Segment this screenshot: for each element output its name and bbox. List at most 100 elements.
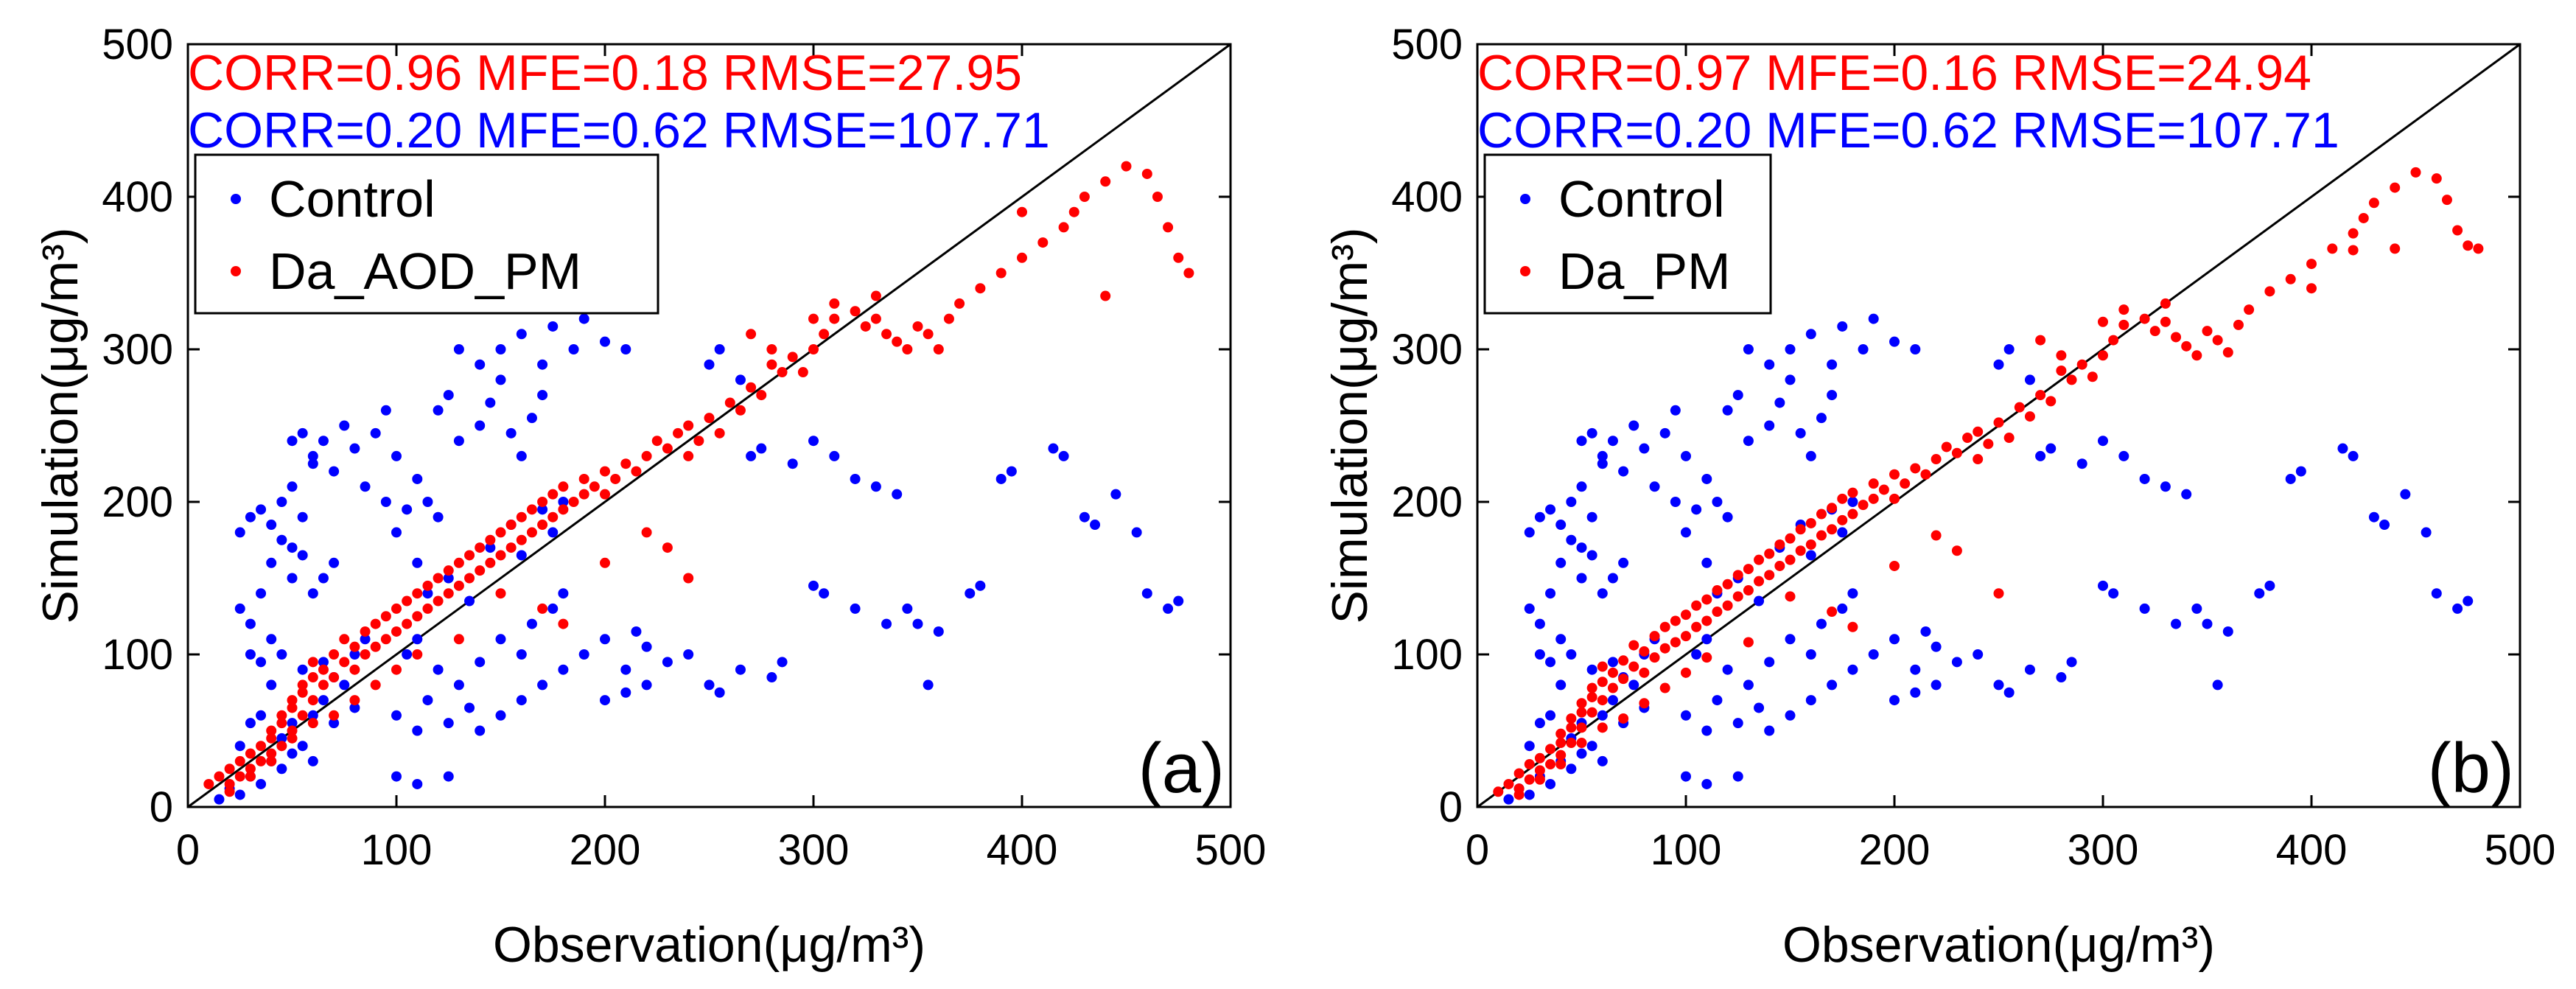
data-point — [1659, 682, 1670, 693]
data-point — [1566, 738, 1577, 749]
data-point — [245, 718, 256, 729]
data-point — [297, 679, 308, 691]
data-point — [1681, 609, 1691, 621]
data-point — [610, 473, 621, 484]
y-axis-label: Simulation(μg/m³) — [32, 228, 88, 624]
data-point — [349, 649, 360, 660]
x-axis-label: Observation(μg/m³) — [1782, 917, 2215, 973]
data-point — [537, 679, 548, 691]
data-point — [1100, 176, 1111, 187]
data-point — [422, 588, 433, 599]
data-point — [1701, 725, 1712, 736]
data-point — [2035, 450, 2046, 461]
data-point — [1743, 585, 1754, 596]
data-point — [651, 436, 662, 447]
data-point — [2212, 335, 2223, 346]
data-point — [537, 603, 548, 614]
data-point — [1513, 789, 1525, 800]
data-point — [485, 534, 496, 545]
data-point — [1712, 607, 1723, 618]
data-point — [360, 626, 371, 637]
data-point — [600, 634, 610, 645]
data-point — [307, 450, 318, 461]
data-point — [578, 489, 589, 500]
data-point — [2348, 450, 2359, 461]
data-point — [881, 329, 892, 340]
data-point — [443, 565, 454, 576]
data-point — [850, 473, 861, 484]
data-point — [2452, 603, 2463, 614]
data-point — [2390, 182, 2401, 193]
data-point — [349, 664, 360, 675]
data-point — [276, 718, 287, 729]
data-point — [1576, 436, 1587, 447]
data-point — [714, 687, 725, 698]
data-point — [412, 649, 423, 660]
data-point — [516, 695, 527, 706]
data-point — [2056, 672, 2067, 683]
data-point — [1649, 481, 1660, 492]
data-point — [475, 657, 486, 668]
data-point — [892, 336, 903, 347]
data-point — [1805, 517, 1816, 528]
data-point — [256, 741, 267, 752]
data-point — [339, 679, 350, 691]
data-point — [1910, 344, 1921, 354]
data-point — [1121, 161, 1132, 172]
data-point — [735, 664, 746, 675]
data-point — [1141, 588, 1152, 599]
data-point — [600, 336, 610, 347]
data-point — [2368, 511, 2379, 523]
data-point — [224, 763, 235, 775]
data-point — [850, 603, 861, 614]
data-point — [464, 702, 475, 713]
data-point — [1670, 637, 1681, 648]
x-tick-label: 200 — [570, 826, 641, 874]
data-point — [2045, 443, 2057, 454]
data-point — [1732, 771, 1743, 782]
data-point — [1931, 530, 1942, 541]
data-point — [1534, 774, 1545, 785]
data-point — [1889, 695, 1900, 706]
data-point — [537, 359, 548, 370]
data-point — [485, 397, 496, 408]
y-tick-label: 0 — [150, 783, 173, 831]
data-point — [2139, 603, 2150, 614]
data-point — [2463, 240, 2474, 251]
data-point — [1555, 728, 1567, 739]
data-point — [276, 733, 287, 744]
data-point — [422, 580, 433, 591]
data-point — [704, 679, 715, 691]
data-point — [516, 329, 527, 340]
data-point — [2003, 687, 2015, 698]
y-tick-label: 500 — [1391, 21, 1463, 69]
data-point — [276, 497, 287, 507]
data-point — [443, 771, 454, 782]
data-point — [1090, 520, 1101, 531]
data-point — [746, 450, 757, 461]
data-point — [547, 603, 559, 614]
data-point — [1576, 573, 1587, 584]
x-tick-label: 0 — [176, 826, 200, 874]
data-point — [2285, 273, 2296, 284]
data-point — [443, 718, 454, 729]
data-point — [1555, 557, 1567, 568]
data-point — [2233, 319, 2244, 330]
data-point — [1659, 427, 1670, 438]
legend: Control Da_AOD_PM — [194, 153, 659, 315]
data-point — [1079, 192, 1090, 202]
data-point — [2108, 588, 2119, 599]
data-point — [1868, 649, 1879, 660]
data-point — [464, 550, 475, 561]
data-point — [2118, 450, 2129, 461]
data-point — [1837, 514, 1848, 525]
data-point — [1774, 539, 1785, 550]
data-point — [1993, 359, 2004, 370]
data-point — [870, 481, 881, 492]
x-tick-label: 100 — [1651, 826, 1722, 874]
data-point — [2452, 225, 2463, 236]
data-point — [475, 542, 486, 553]
data-point — [2171, 618, 2182, 629]
data-point — [1743, 564, 1754, 575]
data-point — [1163, 603, 1174, 614]
